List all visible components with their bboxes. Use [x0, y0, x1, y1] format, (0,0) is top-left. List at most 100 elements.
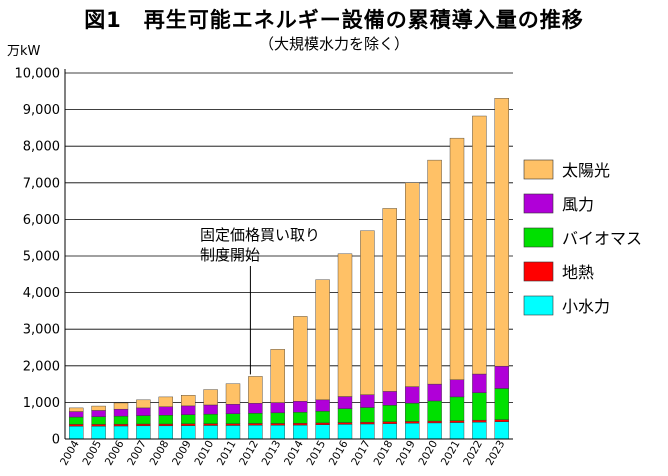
bar-segment [225, 383, 241, 405]
bar-segment [91, 425, 106, 440]
bar-segment [248, 376, 263, 404]
bar-segment [270, 402, 285, 414]
x-tick-label: 2016 [327, 438, 351, 467]
bar-segment [427, 422, 442, 440]
x-tick-label: 2022 [461, 439, 485, 468]
bar-segment [248, 412, 263, 424]
bar-segment [315, 399, 330, 412]
bar-segment [91, 410, 106, 417]
legend-label: 小水力 [562, 297, 610, 316]
bar-segment [113, 402, 129, 410]
bar-segment [248, 425, 263, 440]
bar-segment [337, 396, 353, 409]
bar-segment [270, 423, 285, 426]
y-tick-label: 5,000 [23, 250, 60, 265]
bar-segment [494, 98, 509, 367]
legend-swatch [523, 193, 554, 214]
bar-segment [494, 365, 509, 389]
bar-segment [315, 279, 330, 401]
bar-segment [405, 402, 420, 422]
legend-label: バイオマス [562, 229, 642, 248]
bar-segment [449, 422, 465, 440]
bar-segment [158, 396, 174, 407]
bar-segment [472, 421, 487, 440]
bar-segment [158, 406, 174, 416]
bar-segment [270, 412, 285, 424]
bars [68, 98, 509, 440]
bar-segment [113, 423, 129, 427]
x-tick-label: 2010 [192, 439, 216, 468]
bar-segment [136, 415, 151, 425]
bar-segment [315, 410, 330, 424]
y-tick-label: 7,000 [23, 176, 60, 191]
bar-segment [225, 425, 241, 440]
x-tick-label: 2019 [394, 439, 418, 468]
bar-segment [337, 253, 353, 397]
bar-segment [382, 405, 397, 422]
bar-segment [449, 396, 465, 421]
bar-segment [405, 386, 420, 404]
bar-segment [270, 349, 285, 403]
bar-segment [158, 423, 174, 427]
legend-swatch [523, 227, 554, 248]
bar-segment [427, 159, 442, 385]
bar-segment [382, 423, 397, 440]
bar-segment [136, 425, 151, 440]
bar-segment [382, 208, 397, 392]
bar-segment [360, 394, 375, 408]
bar-segment [180, 425, 196, 440]
bar-segment [427, 383, 442, 402]
bar-segment [293, 401, 308, 413]
x-tick-label: 2021 [439, 439, 463, 468]
x-tick-label: 2005 [80, 439, 104, 468]
bar-segment [494, 388, 509, 420]
bar-segment [427, 420, 442, 424]
bar-segment [91, 424, 106, 427]
y-tick-label: 9,000 [23, 103, 60, 118]
bar-segment [293, 424, 308, 440]
legend-swatch [523, 261, 554, 282]
bar-segment [405, 421, 420, 424]
x-tick-label: 2018 [372, 439, 396, 468]
bar-segment [225, 413, 241, 424]
y-tick-label: 1,000 [23, 396, 60, 411]
legend-swatch [523, 295, 554, 316]
bar-segment [180, 423, 196, 426]
bar-segment [360, 230, 375, 395]
bar-segment [449, 379, 465, 398]
x-tick-label: 2020 [416, 439, 440, 468]
bar-segment [337, 408, 353, 423]
chart-title: 図1 再生可能エネルギー設備の累積導入量の推移 [84, 8, 584, 32]
bar-segment [382, 421, 397, 424]
bar-segment [315, 424, 330, 440]
bar-segment [405, 182, 420, 387]
bar-segment [203, 425, 218, 440]
bar-segment [113, 408, 129, 417]
bar-segment [180, 395, 196, 407]
bar-segment [405, 423, 420, 440]
bar-segment [315, 422, 330, 425]
bar-segment [203, 404, 218, 415]
axes [64, 69, 513, 440]
bar-segment [158, 415, 174, 425]
y-tick-label: 8,000 [23, 140, 60, 155]
y-tick-label: 0 [52, 433, 60, 448]
bar-segment [293, 316, 308, 402]
bar-segment [427, 400, 442, 422]
bar-segment [360, 421, 375, 425]
bar-segment [158, 425, 174, 440]
bar-segment [293, 412, 308, 424]
x-tick-label: 2017 [349, 439, 373, 468]
x-tick-label: 2009 [170, 439, 194, 468]
legend-label: 風力 [562, 195, 594, 214]
bar-segment [494, 419, 509, 422]
bar-segment [68, 416, 84, 425]
bar-segment [293, 423, 308, 426]
bar-segment [472, 373, 487, 393]
x-tick-label: 2007 [125, 439, 149, 468]
bar-segment [337, 424, 353, 440]
bar-segment [494, 421, 509, 440]
y-tick-labels: 0 1,000 2,000 3,000 4,000 5,000 6,000 7,000 8,00… [15, 67, 61, 448]
